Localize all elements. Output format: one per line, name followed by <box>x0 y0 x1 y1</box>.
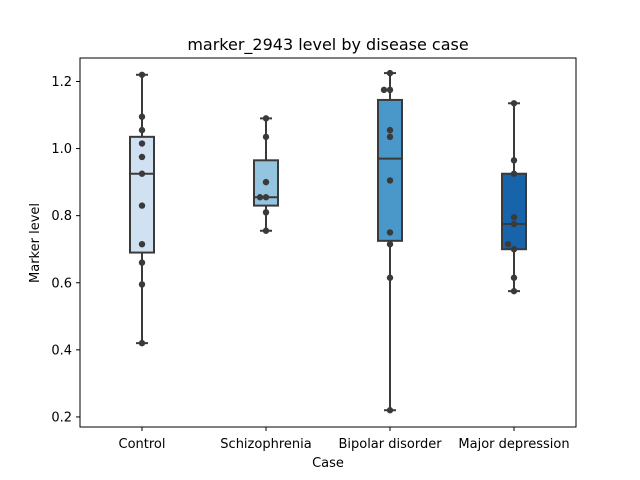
data-point <box>386 229 394 236</box>
data-point <box>386 407 394 414</box>
data-point <box>262 115 270 122</box>
data-point <box>262 227 270 234</box>
data-point <box>138 170 146 177</box>
x-tick-label: Schizophrenia <box>220 437 311 452</box>
data-point <box>138 202 146 209</box>
data-point <box>262 178 270 186</box>
data-point <box>510 246 518 253</box>
points-group <box>256 115 270 234</box>
chart-title: marker_2943 level by disease case <box>187 35 468 55</box>
x-tick-label: Control <box>119 437 166 452</box>
data-point <box>386 69 394 77</box>
box <box>377 98 403 242</box>
plot-area <box>129 69 527 414</box>
data-point <box>386 126 394 134</box>
y-tick-label: 1.0 <box>51 142 72 157</box>
data-point <box>386 177 394 184</box>
data-point <box>510 220 518 228</box>
y-tick-label: 0.6 <box>51 276 72 291</box>
data-point <box>504 240 512 248</box>
y-tick-label: 0.8 <box>51 209 72 224</box>
points-group <box>138 71 146 347</box>
data-point <box>386 274 394 281</box>
data-point <box>138 240 146 248</box>
data-point <box>256 194 264 201</box>
data-point <box>262 209 270 216</box>
data-point <box>138 339 146 347</box>
data-point <box>386 86 394 94</box>
data-point <box>386 240 394 248</box>
data-point <box>262 133 270 141</box>
x-tick-label: Bipolar disorder <box>338 437 442 452</box>
x-axis-label: Case <box>312 456 344 471</box>
data-point <box>380 86 388 94</box>
box-group <box>501 102 527 293</box>
data-point <box>510 170 518 177</box>
data-point <box>510 157 518 164</box>
data-point <box>510 274 518 281</box>
data-point <box>510 100 518 107</box>
data-point <box>262 194 270 201</box>
y-tick-label: 0.2 <box>51 410 72 425</box>
points-group <box>380 69 394 414</box>
box <box>501 172 527 251</box>
axes: 0.2 0.4 0.6 0.8 1.0 1.2 Control Schizophrenia Bi… <box>51 75 569 452</box>
points-group <box>504 100 518 295</box>
plot-frame <box>79 57 577 428</box>
data-point <box>138 153 146 161</box>
y-tick-label: 1.2 <box>51 75 72 90</box>
data-point <box>138 259 146 266</box>
data-point <box>138 126 146 134</box>
data-point <box>386 133 394 141</box>
x-tick-label: Major depression <box>458 437 569 452</box>
y-axis-label: Marker level <box>28 203 43 283</box>
y-tick-label: 0.4 <box>51 343 72 358</box>
data-point <box>138 140 146 147</box>
data-point <box>138 71 146 78</box>
box-group <box>377 72 403 412</box>
data-point <box>138 281 146 288</box>
data-point <box>510 287 518 295</box>
data-point <box>138 113 146 120</box>
data-point <box>510 214 518 221</box>
